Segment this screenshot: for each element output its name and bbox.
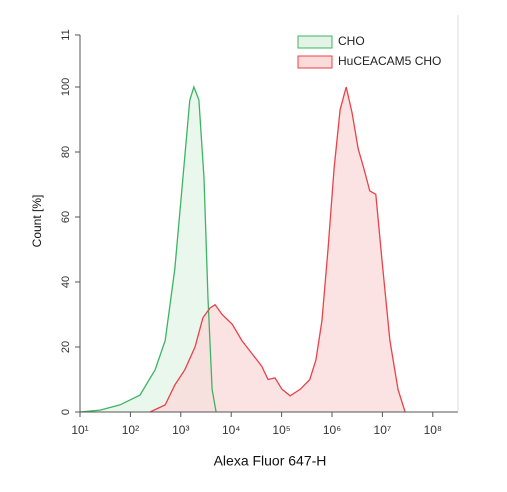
area-fill: [80, 87, 217, 412]
y-tick-label: 40: [60, 276, 72, 288]
y-tick-label: 20: [60, 341, 72, 353]
x-tick-label: 10⁴: [222, 423, 241, 437]
x-tick-label: 10⁸: [424, 423, 442, 437]
legend-swatch: [297, 35, 333, 49]
area-fill: [150, 87, 406, 412]
x-tick-label: 10⁵: [272, 423, 290, 437]
y-tick-label: 0: [60, 409, 72, 415]
x-tick-label: 10⁷: [374, 423, 392, 437]
x-tick-label: 10³: [172, 423, 189, 437]
x-axis-label: Alexa Fluor 647-H: [214, 453, 327, 469]
y-tick-label: 100: [60, 78, 72, 96]
legend-label: CHO: [338, 34, 365, 48]
x-tick-label: 10⁶: [323, 423, 341, 437]
y-tick-label: 60: [60, 211, 72, 223]
x-tick-label: 10¹: [71, 423, 88, 437]
line: [149, 86, 406, 413]
legend-label: HuCEACAM5 CHO: [338, 54, 441, 68]
y-tick-label: 11: [60, 29, 72, 40]
legend-swatch: [297, 55, 333, 69]
line: [79, 85, 217, 413]
x-tick-label: 10²: [122, 423, 139, 437]
y-axis-label: Count [%]: [30, 195, 44, 248]
y-tick-label: 80: [60, 146, 72, 158]
